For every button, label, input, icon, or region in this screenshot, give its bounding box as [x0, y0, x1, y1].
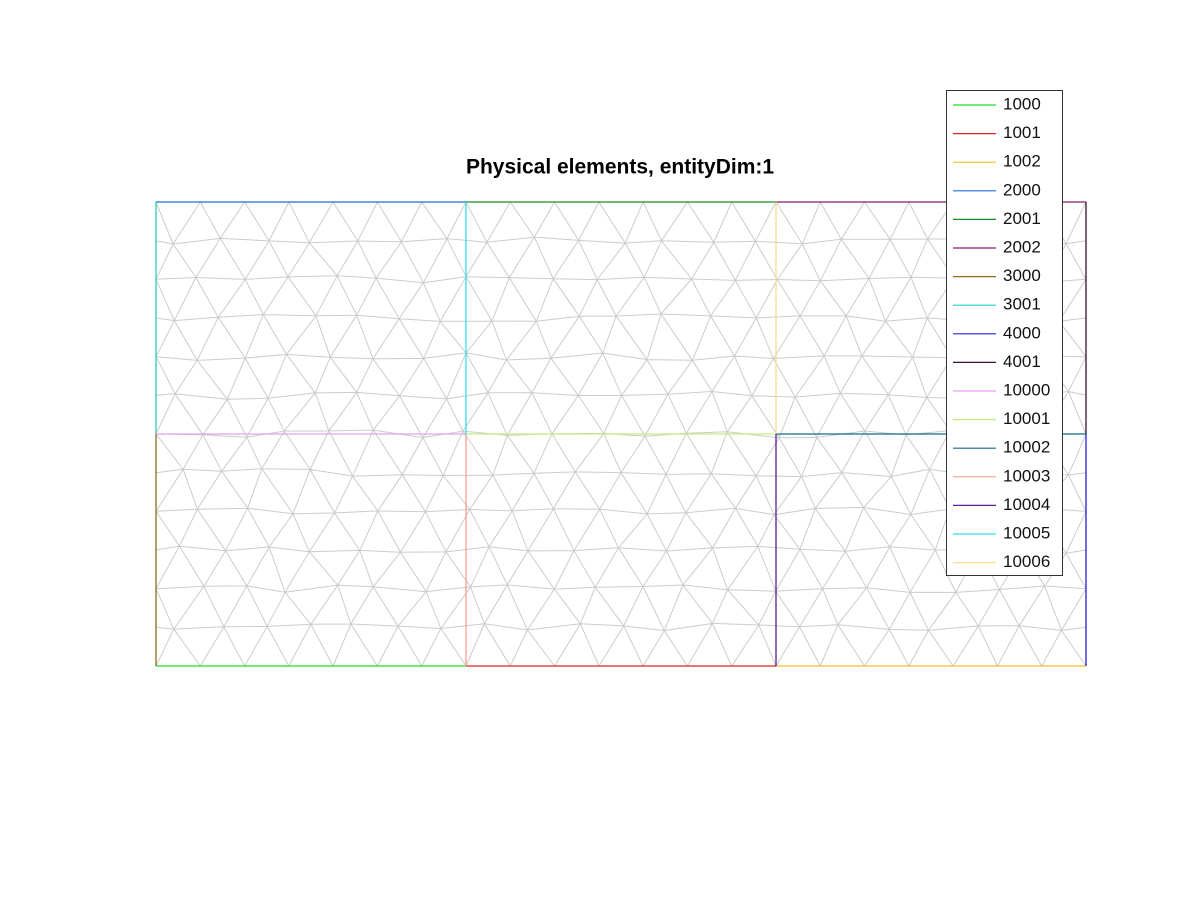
legend-label: 10000	[1003, 380, 1050, 399]
legend-label: 10001	[1003, 409, 1050, 428]
legend-box	[946, 90, 1063, 576]
legend-label: 2000	[1003, 180, 1041, 199]
boundaries	[155, 201, 1087, 667]
legend-label: 3000	[1003, 266, 1041, 285]
legend-label: 10003	[1003, 466, 1050, 485]
title: Physical elements, entityDim:1	[466, 156, 774, 179]
legend-label: 2001	[1003, 209, 1041, 228]
legend-label: 10002	[1003, 438, 1050, 457]
legend: 1000 1001 1002 2000 2001 2002 3000 3001 4000 4001…	[953, 94, 1050, 571]
legend-label: 1000	[1003, 94, 1041, 113]
legend-label: 1002	[1003, 152, 1041, 171]
legend-label: 4001	[1003, 352, 1041, 371]
legend-label: 10005	[1003, 523, 1050, 542]
legend-label: 4000	[1003, 323, 1041, 342]
legend-label: 3001	[1003, 295, 1041, 314]
legend-label: 2002	[1003, 237, 1041, 256]
legend-label: 10006	[1003, 552, 1050, 571]
legend-label: 1001	[1003, 123, 1041, 142]
legend-label: 10004	[1003, 495, 1050, 514]
